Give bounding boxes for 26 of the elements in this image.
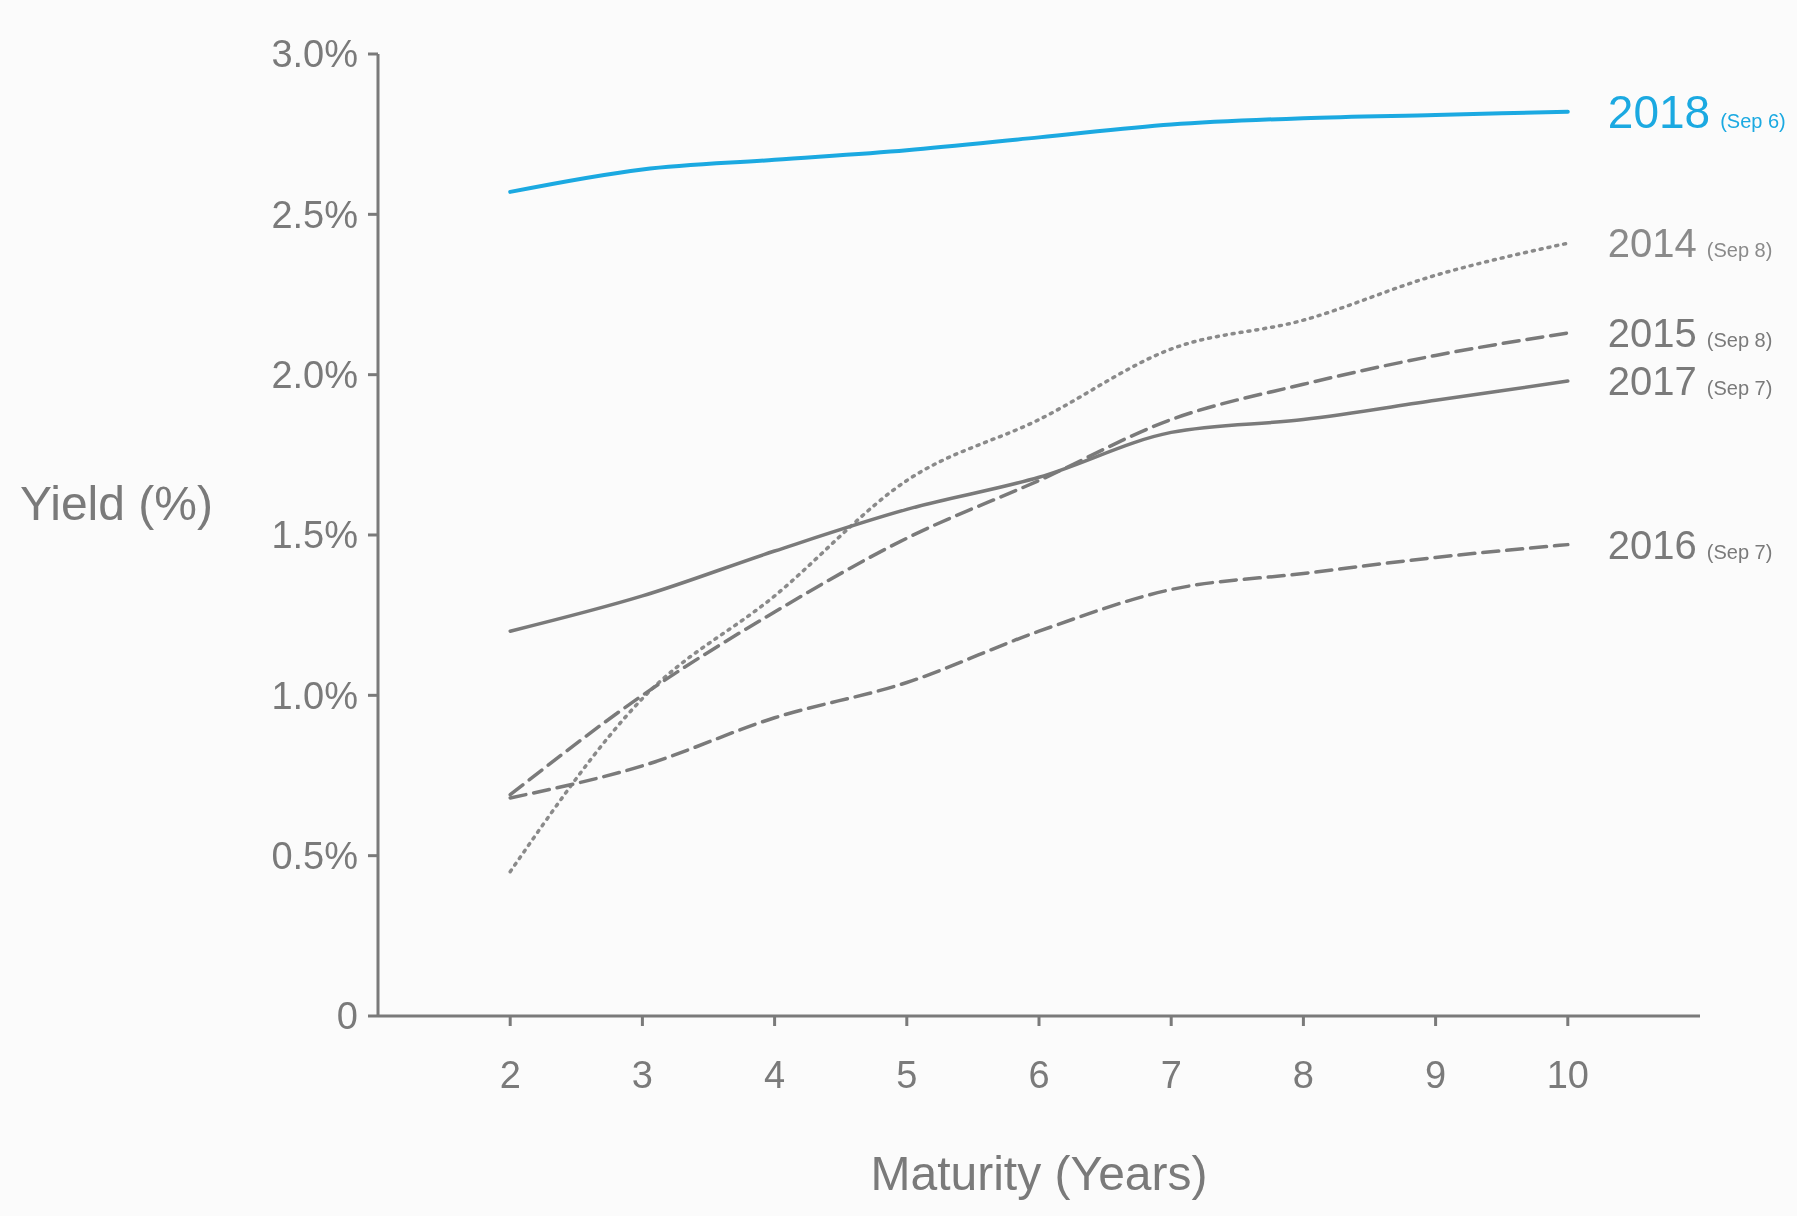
y-axis-title: Yield (%): [20, 476, 213, 530]
x-tick-label: 2: [499, 1054, 521, 1096]
x-tick-label: 3: [631, 1054, 653, 1096]
series-label: 2018 (Sep 6): [1607, 85, 1786, 138]
series-label: 2017 (Sep 7): [1607, 359, 1773, 404]
x-tick-label: 8: [1292, 1054, 1314, 1096]
series-label: 2014 (Sep 8): [1607, 221, 1773, 266]
y-tick-label: 2.5%: [271, 193, 358, 236]
x-tick-label: 10: [1546, 1054, 1589, 1096]
x-axis-title: Maturity (Years): [870, 1147, 1208, 1200]
series-label: 2016 (Sep 7): [1607, 522, 1773, 567]
x-tick-label: 5: [896, 1054, 918, 1096]
x-tick-label: 7: [1160, 1054, 1182, 1096]
y-tick-label: 3.0%: [271, 33, 358, 76]
line-series: [508, 241, 1570, 874]
series-label: 2015 (Sep 8): [1607, 310, 1773, 355]
y-tick-label: 1.5%: [271, 514, 358, 557]
y-tick-label: 1.0%: [271, 674, 358, 717]
line-series: [508, 331, 1570, 797]
line-series: [508, 109, 1570, 194]
x-tick-label: 6: [1028, 1054, 1050, 1096]
x-tick-label: 4: [764, 1054, 786, 1096]
y-tick-label: 2.0%: [271, 353, 358, 396]
x-tick-label: 9: [1425, 1054, 1447, 1096]
y-tick-label: 0: [336, 995, 358, 1038]
y-tick-label: 0.5%: [271, 834, 358, 877]
